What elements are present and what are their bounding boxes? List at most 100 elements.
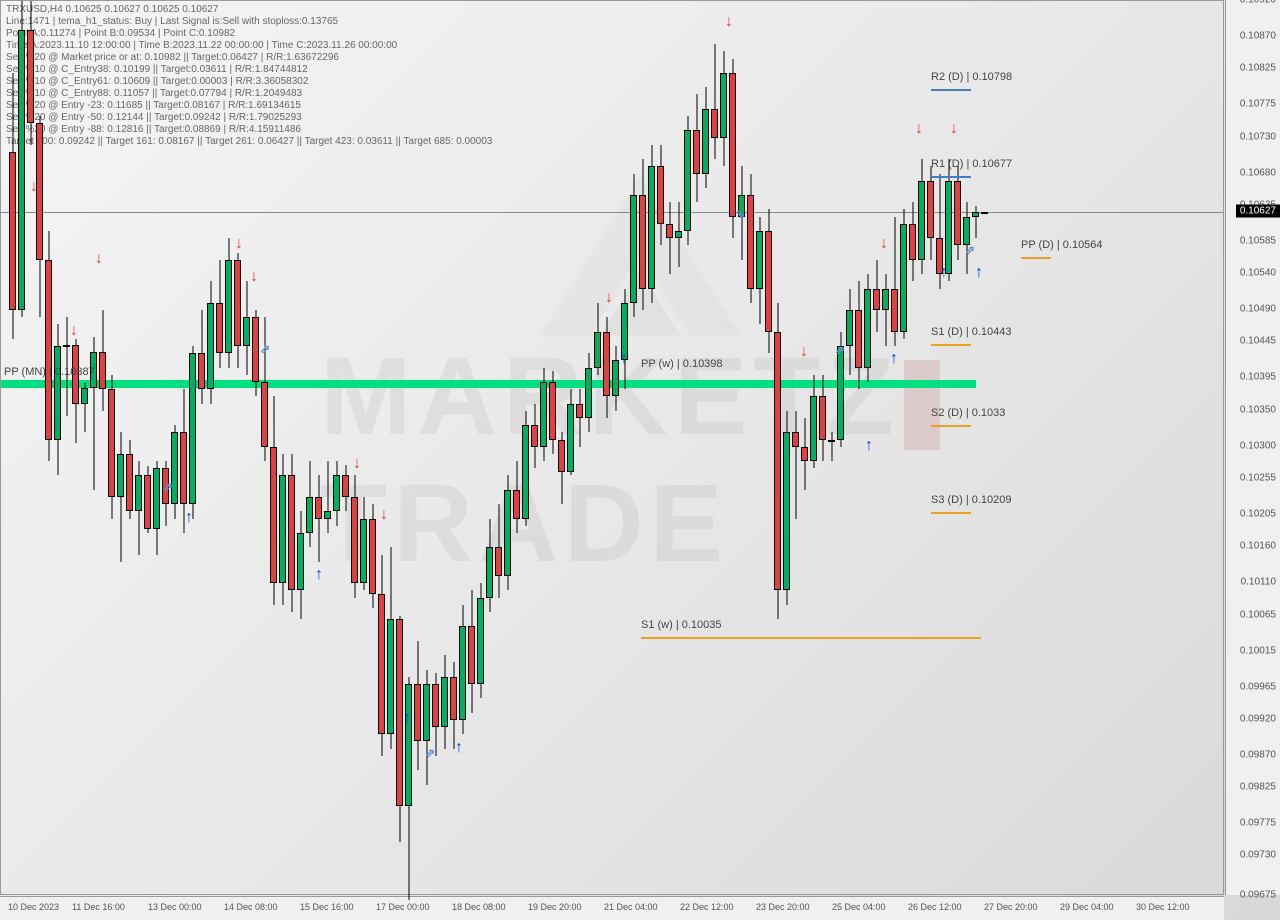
candle: [351, 1, 358, 896]
candle: [180, 1, 187, 896]
candle: [666, 1, 673, 896]
arrow-outline-down-icon: ⇘: [735, 207, 745, 221]
y-tick: 0.10110: [1241, 577, 1276, 588]
candle: [234, 1, 241, 896]
candle: [639, 1, 646, 896]
candle: [504, 1, 511, 896]
candle: [927, 1, 934, 896]
candle: [621, 1, 628, 896]
candle: [837, 1, 844, 896]
pivot-line: [931, 344, 971, 346]
candle: [603, 1, 610, 896]
x-tick: 14 Dec 08:00: [224, 902, 278, 912]
pivot-line: [931, 425, 971, 427]
candle: [747, 1, 754, 896]
y-tick: 0.10015: [1240, 645, 1276, 656]
arrow-up-icon: ↑: [940, 264, 948, 282]
candle: [405, 1, 412, 896]
candle: [288, 1, 295, 896]
current-price-tag: 0.10627: [1236, 204, 1280, 217]
candle: [648, 1, 655, 896]
y-tick: 0.10920: [1240, 0, 1276, 6]
pivot-line: [931, 512, 971, 514]
candle: [459, 1, 466, 896]
candle: [414, 1, 421, 896]
candle: [900, 1, 907, 896]
candle: [684, 1, 691, 896]
arrow-up-icon: ↑: [890, 350, 898, 368]
y-tick: 0.10160: [1240, 541, 1276, 552]
candle: [54, 1, 61, 896]
candle: [360, 1, 367, 896]
y-tick: 0.10445: [1240, 336, 1276, 347]
pivot-label: S1 (D) | 0.10443: [931, 326, 1012, 338]
candle: [216, 1, 223, 896]
x-tick: 11 Dec 16:00: [72, 902, 125, 912]
candle: [657, 1, 664, 896]
candle: [810, 1, 817, 896]
x-tick: 23 Dec 20:00: [756, 902, 810, 912]
y-tick: 0.09730: [1240, 850, 1276, 861]
candle: [675, 1, 682, 896]
y-tick: 0.10300: [1240, 440, 1276, 451]
candle: [819, 1, 826, 896]
y-tick: 0.10065: [1240, 609, 1276, 620]
candle: [594, 1, 601, 896]
y-tick: 0.10825: [1240, 63, 1276, 74]
arrow-up-icon: ↑: [185, 509, 193, 527]
candle: [549, 1, 556, 896]
candle: [189, 1, 196, 896]
candle: [540, 1, 547, 896]
candle: [720, 1, 727, 896]
y-tick: 0.10870: [1240, 30, 1276, 41]
candle: [432, 1, 439, 896]
candle: [846, 1, 853, 896]
pivot-label: S2 (D) | 0.1033: [931, 407, 1005, 419]
candle: [729, 1, 736, 896]
candle: [252, 1, 259, 896]
candle: [855, 1, 862, 896]
pivot-label: S3 (D) | 0.10209: [931, 494, 1012, 506]
candle: [144, 1, 151, 896]
candle: [117, 1, 124, 896]
candle: [630, 1, 637, 896]
y-tick: 0.09775: [1240, 818, 1276, 829]
pivot-label: R2 (D) | 0.10798: [931, 71, 1012, 83]
pivot-label: PP (w) | 0.10398: [641, 358, 723, 370]
candle: [261, 1, 268, 896]
x-axis: 10 Dec 202311 Dec 16:0013 Dec 00:0014 De…: [0, 896, 1224, 920]
candle: [63, 1, 70, 896]
x-tick: 30 Dec 12:00: [1136, 902, 1190, 912]
arrow-up-icon: ↑: [620, 350, 628, 368]
candle: [522, 1, 529, 896]
y-axis: 0.10920 0.10870 0.10825 0.10775 0.10730 0.106…: [1225, 0, 1280, 895]
arrow-outline-up-icon: ⇗: [260, 342, 270, 356]
arrow-outline-up-icon: ⇗: [965, 243, 975, 257]
candle: [45, 1, 52, 896]
pivot-line: [1021, 257, 1051, 259]
candle: [612, 1, 619, 896]
arrow-down-icon: ↓: [95, 250, 103, 268]
candle: [108, 1, 115, 896]
candle: [378, 1, 385, 896]
y-tick: 0.10205: [1240, 508, 1276, 519]
candle: [342, 1, 349, 896]
candle: [477, 1, 484, 896]
candle: [765, 1, 772, 896]
candle: [873, 1, 880, 896]
arrow-outline-up-icon: ⇗: [425, 746, 435, 760]
candle: [369, 1, 376, 896]
candle: [72, 1, 79, 896]
pivot-line: [641, 637, 981, 639]
candle: [198, 1, 205, 896]
x-tick: 17 Dec 00:00: [376, 902, 430, 912]
candle: [387, 1, 394, 896]
y-tick: 0.10775: [1240, 99, 1276, 110]
y-tick: 0.10730: [1240, 131, 1276, 142]
y-tick: 0.10585: [1240, 235, 1276, 246]
x-tick: 18 Dec 08:00: [452, 902, 506, 912]
x-tick: 21 Dec 04:00: [604, 902, 658, 912]
candle: [486, 1, 493, 896]
arrow-down-icon: ↓: [605, 289, 613, 307]
pivot-label: PP (MN) | 0.10387: [4, 366, 95, 378]
